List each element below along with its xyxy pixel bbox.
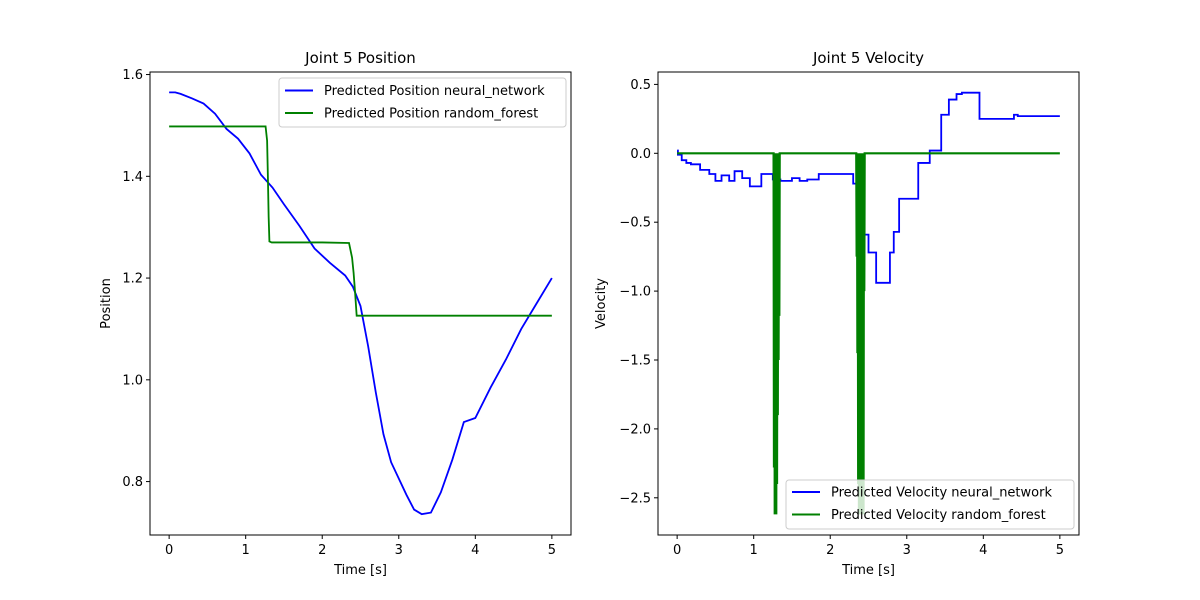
- position-y-tick-label: 1.0: [122, 373, 143, 388]
- velocity-legend: Predicted Velocity neural_network Predic…: [785, 479, 1075, 530]
- velocity-axes-frame: [657, 71, 1080, 536]
- position-x-tick-label: 5: [548, 543, 556, 558]
- velocity-y-tick-label: 0.0: [630, 147, 651, 162]
- velocity-series-line-neural-network: [677, 91, 1060, 284]
- position-legend-label-neural-network: Predicted Position neural_network: [324, 84, 545, 99]
- velocity-y-tick-label: 0.5: [630, 78, 651, 93]
- velocity-legend-label-random-forest: Predicted Velocity random_forest: [831, 508, 1046, 523]
- velocity-legend-box: [785, 479, 1075, 530]
- position-legend-label-random-forest: Predicted Position random_forest: [324, 107, 538, 122]
- position-subplot: Joint 5 Position 0 1 2 3 4 5 0.8 1.0 1.2 1.4 1.6 T…: [99, 49, 572, 578]
- velocity-x-tick-label: 0: [673, 543, 681, 558]
- velocity-axis-ticks: 0 1 2 3 4 5 −2.5 −2.0 −1.5 −1.0 −0.5 0.0 0.5: [619, 78, 1064, 558]
- velocity-series-line-random-forest: [677, 152, 1060, 515]
- velocity-y-tick-label: −0.5: [619, 216, 651, 231]
- velocity-x-tick-label: 3: [903, 543, 911, 558]
- velocity-x-axis-label: Time [s]: [841, 563, 895, 578]
- position-x-tick-label: 3: [395, 543, 403, 558]
- position-x-tick-label: 4: [471, 543, 479, 558]
- velocity-chart-title: Joint 5 Velocity: [812, 49, 924, 67]
- velocity-x-tick-label: 4: [979, 543, 987, 558]
- velocity-x-tick-label: 2: [826, 543, 834, 558]
- velocity-x-tick-label: 5: [1056, 543, 1064, 558]
- position-x-tick-label: 0: [165, 543, 173, 558]
- position-legend: Predicted Position neural_network Predic…: [278, 77, 567, 128]
- velocity-y-tick-label: −2.0: [619, 422, 651, 437]
- position-x-tick-label: 1: [242, 543, 250, 558]
- velocity-y-axis-label: Velocity: [594, 278, 609, 329]
- position-y-tick-label: 1.6: [122, 68, 143, 83]
- position-axis-ticks: 0 1 2 3 4 5 0.8 1.0 1.2 1.4 1.6: [122, 68, 556, 558]
- position-x-tick-label: 2: [318, 543, 326, 558]
- position-y-tick-label: 1.4: [122, 170, 143, 185]
- position-x-axis-label: Time [s]: [333, 563, 387, 578]
- position-y-tick-label: 1.2: [122, 272, 143, 287]
- velocity-legend-label-neural-network: Predicted Velocity neural_network: [831, 486, 1052, 501]
- position-chart-title: Joint 5 Position: [304, 49, 416, 67]
- velocity-y-tick-label: −1.5: [619, 353, 651, 368]
- position-y-axis-label: Position: [99, 278, 114, 329]
- position-axes-frame: [149, 71, 572, 536]
- position-legend-box: [278, 77, 567, 128]
- velocity-plot-lines: [677, 91, 1060, 515]
- position-plot-lines: [169, 91, 553, 516]
- position-y-tick-label: 0.8: [122, 475, 143, 490]
- velocity-subplot: Joint 5 Velocity 0 1 2 3 4 5 −2.5 −2.0 −1.5 −1.0 −…: [594, 49, 1080, 578]
- velocity-x-tick-label: 1: [750, 543, 758, 558]
- position-series-line-random-forest: [169, 125, 552, 317]
- velocity-y-tick-label: −1.0: [619, 285, 651, 300]
- velocity-y-tick-label: −2.5: [619, 491, 651, 506]
